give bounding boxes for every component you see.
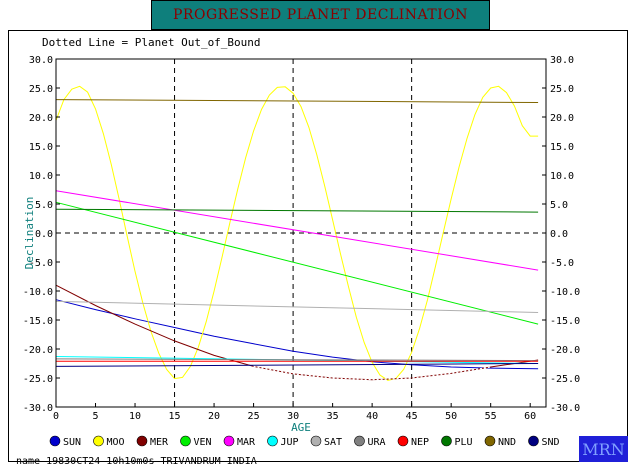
y-tick-label-right: -25.0 bbox=[550, 374, 580, 385]
y-tick-label-right: -5.0 bbox=[550, 258, 574, 269]
legend-label-mer: MER bbox=[150, 437, 169, 448]
legend-label-sat: SAT bbox=[324, 437, 342, 448]
mrn-logo: MRN bbox=[579, 436, 628, 462]
legend-label-nnd: NND bbox=[498, 437, 516, 448]
legend-swatch-mar bbox=[223, 435, 235, 447]
x-tick-label: 20 bbox=[208, 411, 220, 422]
y-tick-label-left: 15.0 bbox=[29, 142, 53, 153]
y-tick-label-right: 5.0 bbox=[550, 200, 568, 211]
logo-text: MRN bbox=[582, 439, 625, 459]
legend-label-moo: MOO bbox=[107, 437, 125, 448]
legend-swatch-nep bbox=[397, 435, 409, 447]
x-tick-label: 30 bbox=[287, 411, 299, 422]
y-tick-label-left: 20.0 bbox=[29, 113, 53, 124]
y-tick-label-left: 25.0 bbox=[29, 84, 53, 95]
y-tick-label-right: 25.0 bbox=[550, 84, 574, 95]
y-tick-label-left: 10.0 bbox=[29, 171, 53, 182]
y-axis-label: Declination bbox=[23, 197, 36, 270]
series-sun bbox=[55, 299, 539, 370]
x-tick-label: 15 bbox=[169, 411, 181, 422]
legend-swatch-jup bbox=[267, 435, 278, 447]
y-tick-label-right: -10.0 bbox=[550, 287, 580, 298]
legend-swatch-plu bbox=[441, 435, 452, 447]
x-axis-label: AGE bbox=[291, 421, 311, 434]
mer-out-of-bound bbox=[253, 365, 491, 381]
legend-label-ven: VEN bbox=[194, 437, 212, 448]
x-tick-label: 45 bbox=[406, 411, 418, 422]
x-tick-label: 40 bbox=[366, 411, 378, 422]
y-tick-label-left: 0.0 bbox=[35, 229, 53, 240]
x-tick-label: 50 bbox=[445, 411, 457, 422]
series-moo bbox=[55, 85, 539, 381]
series-ura bbox=[55, 358, 539, 362]
y-tick-label-right: 15.0 bbox=[550, 142, 574, 153]
y-tick-label-left: -20.0 bbox=[23, 345, 53, 356]
legend-swatch-ven bbox=[180, 435, 191, 447]
y-tick-label-left: 30.0 bbox=[29, 55, 53, 66]
legend-label-nep: NEP bbox=[411, 437, 429, 448]
legend-swatch-ura bbox=[354, 435, 365, 447]
y-tick-label-left: -5.0 bbox=[29, 258, 53, 269]
legend-label-plu: PLU bbox=[455, 437, 473, 448]
series-nnd bbox=[55, 99, 539, 103]
series-sat bbox=[55, 300, 539, 313]
y-tick-label-left: -15.0 bbox=[23, 316, 53, 327]
legend-label-snd: SND bbox=[542, 437, 560, 448]
legend-swatch-snd bbox=[528, 435, 539, 447]
legend-swatch-sat bbox=[310, 435, 322, 447]
y-tick-label-right: -15.0 bbox=[550, 316, 580, 327]
x-tick-label: 10 bbox=[129, 411, 141, 422]
y-tick-label-right: 20.0 bbox=[550, 113, 574, 124]
series-snd bbox=[55, 363, 539, 367]
legend-label-ura: URA bbox=[368, 437, 386, 448]
legend-swatch-mer bbox=[136, 435, 148, 447]
x-tick-label: 60 bbox=[524, 411, 536, 422]
legend-swatch-nnd bbox=[484, 435, 496, 447]
legend-swatch-moo bbox=[93, 435, 104, 447]
y-tick-label-left: 5.0 bbox=[35, 200, 53, 211]
legend-label-sun: SUN bbox=[63, 437, 81, 448]
y-tick-label-right: 10.0 bbox=[550, 171, 574, 182]
x-tick-label: 25 bbox=[248, 411, 260, 422]
x-tick-label: 5 bbox=[93, 411, 99, 422]
y-tick-label-left: -10.0 bbox=[23, 287, 53, 298]
y-tick-label-left: -25.0 bbox=[23, 374, 53, 385]
y-tick-label-right: -20.0 bbox=[550, 345, 580, 356]
legend-label-jup: JUP bbox=[281, 437, 299, 448]
series-ven bbox=[55, 201, 539, 325]
title-banner: PROGRESSED PLANET DECLINATION bbox=[151, 0, 490, 30]
x-tick-label: 55 bbox=[485, 411, 497, 422]
legend-swatch-sun bbox=[49, 435, 61, 447]
footer-info: name 19830CT24 10h10m0s TRIVANDRUM INDIA bbox=[16, 456, 257, 467]
chart-title: PROGRESSED PLANET DECLINATION bbox=[173, 7, 468, 23]
x-tick-label: 0 bbox=[53, 411, 59, 422]
y-tick-label-left: -30.0 bbox=[23, 403, 53, 414]
legend-label-mar: MAR bbox=[237, 437, 256, 448]
y-tick-label-right: -30.0 bbox=[550, 403, 580, 414]
y-tick-label-right: 30.0 bbox=[550, 55, 574, 66]
x-tick-label: 35 bbox=[327, 411, 339, 422]
y-tick-label-right: 0.0 bbox=[550, 229, 568, 240]
chart-subtitle: Dotted Line = Planet Out_of_Bound bbox=[42, 36, 261, 49]
series-mar bbox=[55, 190, 539, 271]
series-plu bbox=[55, 208, 539, 213]
